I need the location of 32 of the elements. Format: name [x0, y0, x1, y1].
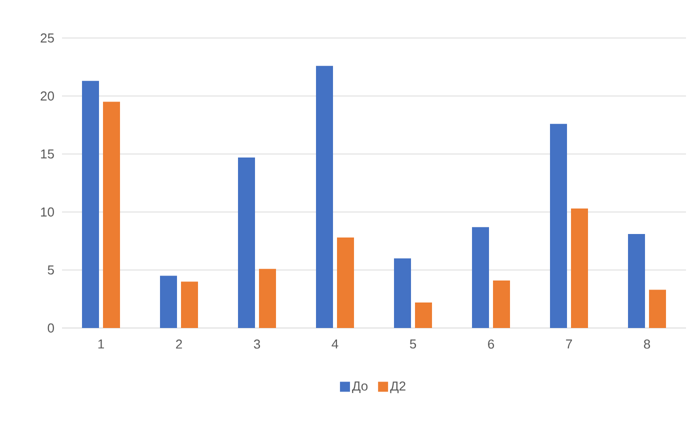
- bar: [472, 227, 489, 328]
- bar: [82, 80, 99, 328]
- x-tick-label: 5: [410, 340, 416, 349]
- x-tick-label: 4: [332, 340, 338, 348]
- bar: [628, 234, 645, 328]
- bar: [415, 302, 432, 328]
- x-tick-label: 6: [488, 340, 494, 349]
- bar: [259, 268, 276, 328]
- bar: [103, 102, 120, 328]
- bar: [550, 124, 567, 328]
- bar: [181, 282, 198, 328]
- x-tick-label: 1: [98, 340, 104, 348]
- x-tick-label: 7: [566, 340, 572, 348]
- y-tick-label: 10: [41, 207, 54, 217]
- x-tick-label: 3: [254, 340, 260, 349]
- x-tick-label: 2: [176, 340, 182, 349]
- y-tick-label: 5: [48, 265, 54, 275]
- bar: [160, 276, 177, 328]
- bar: [571, 208, 588, 328]
- y-tick-label: 15: [41, 149, 54, 159]
- legend-label: До: [352, 382, 368, 394]
- bar: [337, 238, 354, 328]
- bar: [238, 157, 255, 328]
- legend-label: Д2: [390, 381, 406, 394]
- y-tick-label: 0: [48, 323, 54, 333]
- bar: [394, 258, 411, 328]
- x-tick-label: 8: [644, 340, 650, 349]
- y-tick-label: 20: [40, 91, 54, 101]
- y-tick-label: 25: [40, 33, 54, 43]
- bar: [493, 280, 510, 328]
- bar: [316, 66, 333, 328]
- bar: [649, 290, 666, 328]
